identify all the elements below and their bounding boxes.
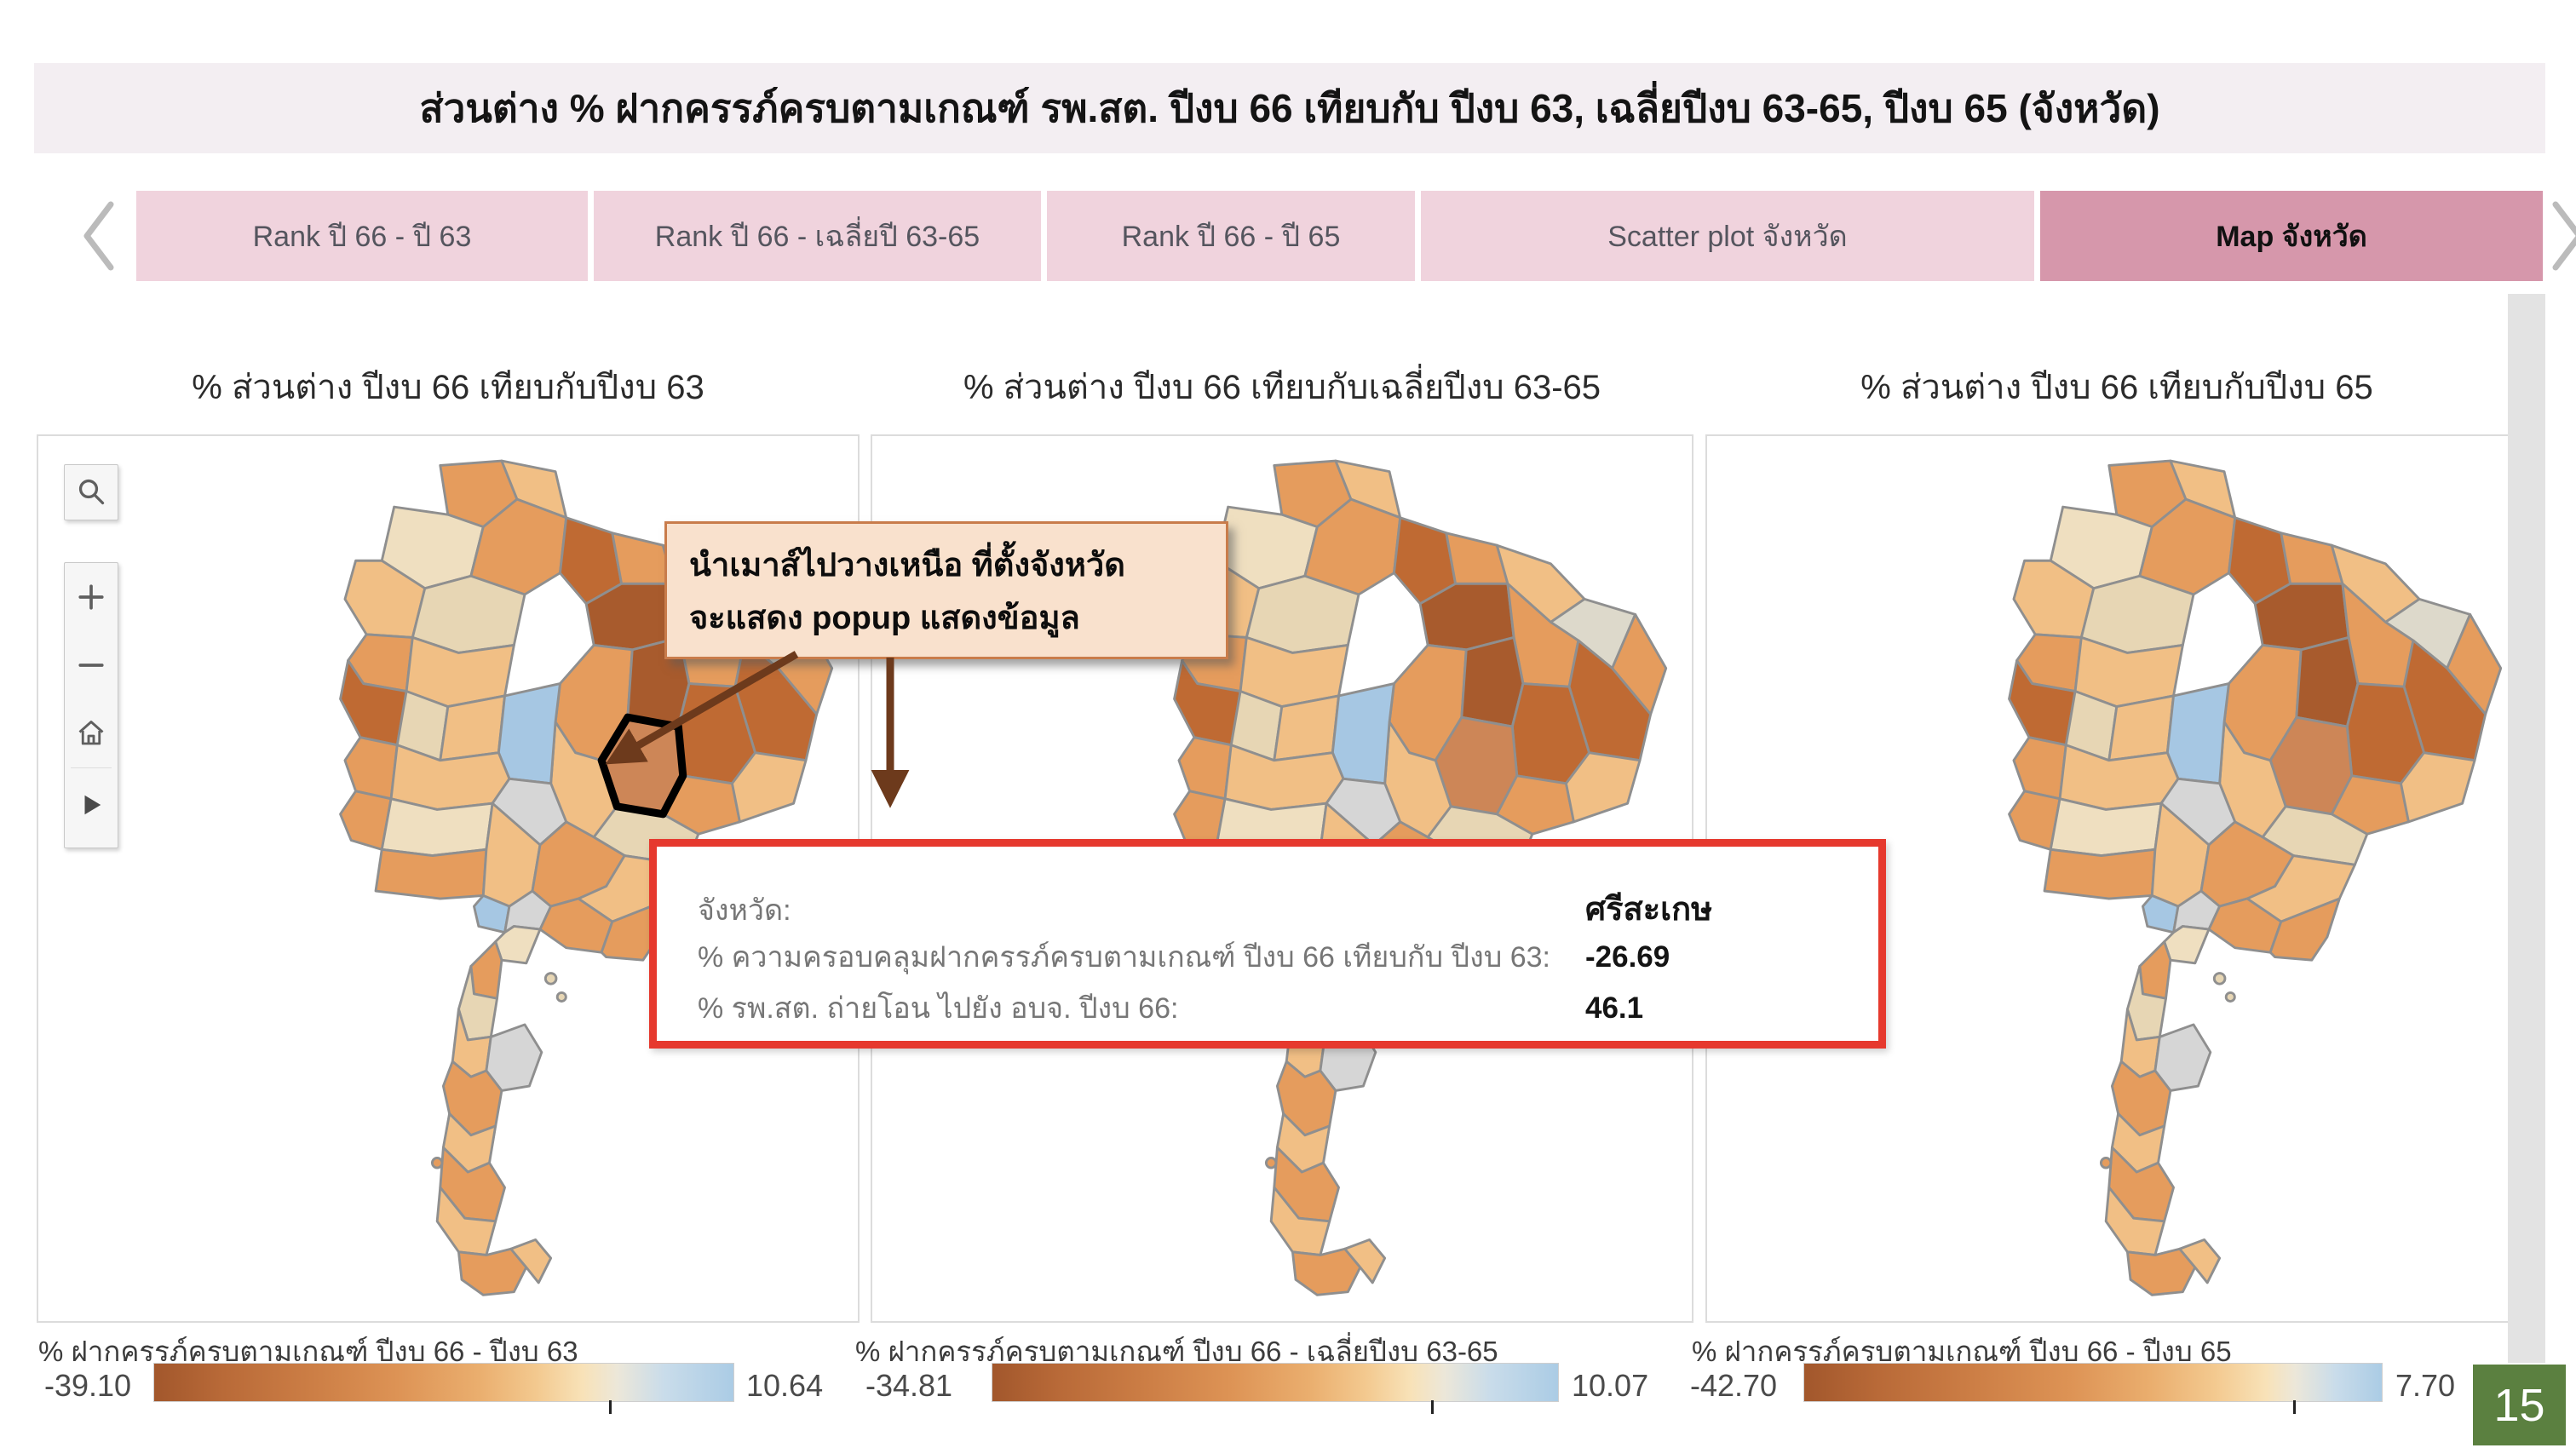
- tooltip-label: % รพ.สต. ถ่ายโอน ไปยัง อบจ. ปีงบ 66:: [698, 992, 1179, 1025]
- map2-title: % ส่วนต่าง ปีงบ 66 เทียบกับเฉลี่ยปีงบ 63…: [963, 369, 1601, 406]
- tab-label: Map จังหวัด: [2216, 221, 2367, 253]
- annotation-line2: จะแสดง popup แสดงข้อมูล: [689, 600, 1080, 636]
- tooltip-row: จังหวัด: ศรีสะเกษ: [698, 882, 1841, 934]
- page-title: ส่วนต่าง % ฝากครรภ์ครบตามเกณฑ์ รพ.สต. ปี…: [419, 85, 2160, 130]
- tooltip-label: จังหวัด:: [698, 894, 791, 927]
- tab-label: Rank ปี 66 - เฉลี่ยปี 63-65: [654, 221, 980, 253]
- annotation-line1: นำเมาส์ไปวางเหนือ ที่ตั้งจังหวัด: [689, 548, 1125, 583]
- legend3-min: -42.70: [1690, 1368, 1778, 1403]
- tooltip-value-transfer: 46.1: [1585, 991, 1644, 1025]
- legend1-title: % ฝากครรภ์ครบตามเกณฑ์ ปีงบ 66 - ปีงบ 63: [38, 1336, 578, 1367]
- legend1-min: -39.10: [44, 1368, 132, 1403]
- home-icon: [78, 721, 104, 745]
- legend2-min: -34.81: [865, 1368, 953, 1403]
- tooltip-value-province: ศรีสะเกษ: [1585, 892, 1713, 928]
- zoom-home-button[interactable]: [66, 699, 117, 767]
- legend3-zero-tick: [2293, 1400, 2296, 1414]
- tab-rank-66-avg-63-65[interactable]: Rank ปี 66 - เฉลี่ยปี 63-65: [594, 191, 1041, 281]
- next-tab-chevron-icon[interactable]: [2549, 199, 2576, 273]
- tab-rank-66-63[interactable]: Rank ปี 66 - ปี 63: [136, 191, 588, 281]
- plus-icon: [78, 584, 104, 610]
- pan-tools-button[interactable]: [66, 768, 117, 842]
- legend2-zero-tick: [1431, 1400, 1434, 1414]
- prev-tab-chevron-icon[interactable]: [78, 199, 118, 273]
- legend2-max: 10.07: [1572, 1368, 1649, 1403]
- page-number-badge: 15: [2473, 1365, 2566, 1445]
- page-number: 15: [2493, 1379, 2545, 1431]
- legend3-title: % ฝากครรภ์ครบตามเกณฑ์ ปีงบ 66 - ปีงบ 65: [1692, 1336, 2232, 1367]
- legend1-gradient: [153, 1363, 734, 1402]
- map-search-button[interactable]: [64, 464, 118, 520]
- minus-icon: [78, 664, 104, 667]
- legend3-max: 7.70: [2395, 1368, 2456, 1403]
- province-tooltip: จังหวัด: ศรีสะเกษ % ความครอบคลุมฝากครรภ์…: [649, 839, 1886, 1049]
- tooltip-value-diff: -26.69: [1585, 940, 1670, 974]
- arrow-right-icon: [84, 795, 101, 815]
- legend1-zero-tick: [609, 1400, 612, 1414]
- map3-title: % ส่วนต่าง ปีงบ 66 เทียบกับปีงบ 65: [1860, 369, 2373, 406]
- tab-map-province[interactable]: Map จังหวัด: [2040, 191, 2543, 281]
- thailand-choropleth-map-3[interactable]: [1877, 453, 2525, 1313]
- tooltip-row: % รพ.สต. ถ่ายโอน ไปยัง อบจ. ปีงบ 66: 46.…: [698, 985, 1841, 1036]
- search-icon: [66, 465, 117, 518]
- legend3-gradient: [1803, 1363, 2383, 1402]
- tab-scatter-plot[interactable]: Scatter plot จังหวัด: [1421, 191, 2034, 281]
- legend1-max: 10.64: [746, 1368, 824, 1403]
- tab-rank-66-65[interactable]: Rank ปี 66 - ปี 65: [1047, 191, 1415, 281]
- vertical-scrollbar[interactable]: [2508, 294, 2545, 1363]
- toolbar-divider: [71, 767, 112, 768]
- tab-label: Rank ปี 66 - ปี 63: [252, 221, 472, 253]
- tab-label: Rank ปี 66 - ปี 65: [1121, 221, 1341, 253]
- dashboard-title-bar: ส่วนต่าง % ฝากครรภ์ครบตามเกณฑ์ รพ.สต. ปี…: [34, 63, 2545, 153]
- annotation-callout: นำเมาส์ไปวางเหนือ ที่ตั้งจังหวัด จะแสดง …: [664, 521, 1228, 659]
- map1-title: % ส่วนต่าง ปีงบ 66 เทียบกับปีงบ 63: [192, 369, 704, 406]
- zoom-in-button[interactable]: [66, 563, 117, 631]
- legend2-title: % ฝากครรภ์ครบตามเกณฑ์ ปีงบ 66 - เฉลี่ยปี…: [855, 1336, 1498, 1367]
- zoom-out-button[interactable]: [66, 631, 117, 699]
- tooltip-label: % ความครอบคลุมฝากครรภ์ครบตามเกณฑ์ ปีงบ 6…: [698, 941, 1550, 974]
- tab-label: Scatter plot จังหวัด: [1607, 221, 1848, 253]
- map-zoom-toolbar: [64, 562, 118, 848]
- tooltip-row: % ความครอบคลุมฝากครรภ์ครบตามเกณฑ์ ปีงบ 6…: [698, 934, 1841, 985]
- legend2-gradient: [992, 1363, 1559, 1402]
